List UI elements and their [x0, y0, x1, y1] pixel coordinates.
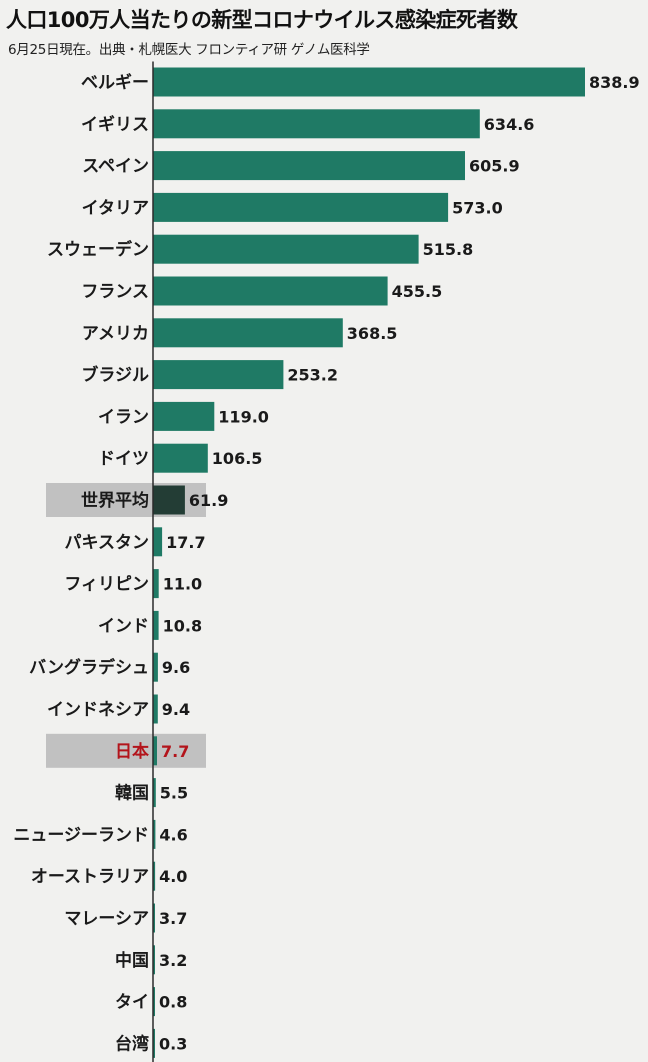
value-label: 0.3 [159, 1034, 187, 1053]
bar-18 [153, 778, 156, 808]
bar-2 [153, 109, 480, 139]
bar-6 [153, 276, 388, 306]
bar-16 [153, 694, 158, 724]
bar-3 [153, 151, 465, 181]
category-label: 中国 [115, 950, 149, 971]
japan-highlight-band [46, 733, 206, 768]
value-label: 9.6 [162, 658, 190, 677]
bar-4 [153, 192, 449, 222]
bar-15 [153, 652, 158, 682]
category-label: 日本 [115, 741, 149, 762]
bar-9 [153, 401, 215, 431]
bar-19 [153, 819, 156, 849]
bar-10 [153, 443, 208, 473]
value-label: 5.5 [160, 784, 188, 803]
chart-title: 人口100万人当たりの新型コロナウイルス感染症死者数 [6, 8, 518, 32]
value-label: 9.4 [162, 700, 190, 719]
bar-7 [153, 318, 343, 348]
category-label: ベルギー [81, 73, 149, 93]
category-label: イタリア [82, 198, 149, 218]
category-label: スペイン [82, 157, 149, 177]
bar-11 [153, 485, 185, 515]
bar-23 [153, 987, 155, 1017]
category-label: 韓国 [115, 783, 149, 804]
value-label: 515.8 [423, 240, 474, 259]
bar-1 [153, 67, 585, 97]
category-label: ブラジル [81, 365, 149, 386]
value-label: 634.6 [484, 115, 535, 134]
category-label: バングラデシュ [29, 657, 149, 678]
category-label: ドイツ [98, 449, 149, 469]
category-label: タイ [115, 993, 149, 1013]
bar-20 [153, 861, 156, 891]
bar-13 [153, 569, 159, 599]
bar-17 [153, 736, 157, 766]
category-label: インド [98, 616, 149, 636]
category-label: イギリス [81, 115, 149, 135]
bar-5 [153, 234, 419, 264]
value-label: 605.9 [469, 157, 520, 176]
category-label: インドネシア [47, 700, 149, 720]
category-label: 台湾 [115, 1033, 149, 1054]
value-label: 838.9 [589, 73, 640, 92]
value-label: 11.0 [163, 575, 202, 594]
category-label: ニュージーランド [13, 825, 149, 845]
category-label: 世界平均 [81, 490, 149, 511]
value-label: 368.5 [347, 324, 398, 343]
category-label: オーストラリア [31, 867, 149, 887]
value-label: 573.0 [452, 198, 503, 217]
value-label: 0.8 [159, 993, 187, 1012]
value-label: 3.7 [159, 909, 187, 928]
value-label: 106.5 [212, 449, 263, 468]
category-label: フィリピン [64, 575, 149, 595]
value-label: 3.2 [159, 951, 187, 970]
value-label: 253.2 [287, 366, 338, 385]
bar-24 [153, 1028, 155, 1058]
value-label: 61.9 [189, 491, 228, 510]
value-label: 455.5 [392, 282, 443, 301]
bar-21 [153, 903, 155, 933]
category-label: マレーシア [64, 909, 149, 929]
category-label: パキスタン [65, 533, 150, 553]
chart-subtitle: 6月25日現在。出典・札幌医大 フロンティア研 ゲノム医科学 [8, 42, 370, 58]
category-label: イラン [98, 407, 149, 427]
value-label: 4.0 [159, 867, 187, 886]
bar-12 [153, 527, 163, 557]
category-label: アメリカ [82, 324, 149, 344]
bar-8 [153, 360, 284, 390]
value-label: 4.6 [159, 825, 187, 844]
value-label: 119.0 [218, 407, 269, 426]
bar-14 [153, 610, 159, 640]
value-label: 7.7 [161, 742, 189, 761]
category-label: フランス [81, 282, 149, 302]
bar-22 [153, 945, 155, 975]
category-label: スウェーデン [47, 239, 149, 260]
value-label: 17.7 [166, 533, 205, 552]
value-label: 10.8 [163, 616, 202, 635]
